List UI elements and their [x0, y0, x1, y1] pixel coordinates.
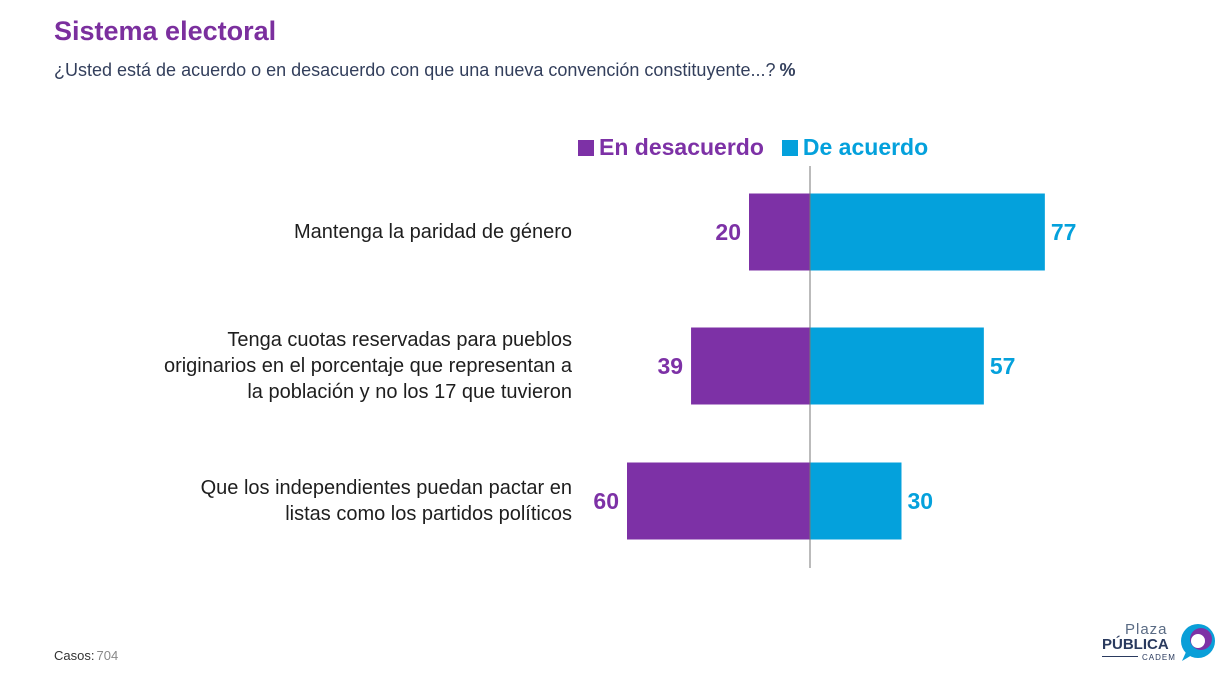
- page-title: Sistema electoral: [54, 16, 277, 46]
- page-subtitle: ¿Usted está de acuerdo o en desacuerdo c…: [54, 60, 796, 81]
- chart-legend: En desacuerdo De acuerdo: [578, 134, 946, 161]
- value-label-agree-0: 77: [1051, 219, 1077, 245]
- category-label-line: originarios en el porcentaje que represe…: [163, 355, 572, 377]
- subtitle-text: ¿Usted está de acuerdo o en desacuerdo c…: [54, 60, 776, 80]
- logo-underline: [1102, 656, 1138, 657]
- category-label-2: Que los independientes puedan pactar en l…: [52, 475, 572, 527]
- logo-text-publica: PÚBLICA: [1102, 636, 1169, 653]
- category-label-1: Tenga cuotas reservadas para pueblos orig…: [52, 327, 572, 405]
- logo-text-plaza: Plaza: [1125, 621, 1168, 638]
- value-label-disagree-2: 60: [593, 488, 619, 514]
- footer-cases: Casos: 704: [54, 648, 119, 663]
- legend-item-agree: De acuerdo: [781, 134, 929, 161]
- bar-agree-2: [810, 462, 902, 540]
- bar-agree-1: [810, 327, 984, 405]
- legend-label-agree: De acuerdo: [802, 134, 929, 160]
- category-label-line: listas como los partidos políticos: [285, 503, 572, 525]
- unit-label: %: [779, 60, 796, 80]
- value-label-disagree-1: 39: [657, 353, 683, 379]
- speech-bubble-icon: [1181, 624, 1215, 661]
- category-label-line: Mantenga la paridad de género: [294, 221, 572, 243]
- legend-label-disagree: En desacuerdo: [599, 134, 764, 160]
- bar-disagree-2: [627, 462, 810, 540]
- legend-swatch-agree: [781, 139, 798, 156]
- legend-item-disagree: En desacuerdo: [578, 134, 764, 161]
- value-label-agree-2: 30: [908, 488, 934, 514]
- bar-disagree-1: [691, 327, 810, 405]
- logo-text-cadem: CADEM: [1142, 653, 1176, 662]
- category-label-line: Que los independientes puedan pactar en: [200, 477, 572, 499]
- category-label-line: la población y no los 17 que tuvieron: [247, 381, 572, 403]
- value-label-disagree-0: 20: [715, 219, 741, 245]
- bar-disagree-0: [749, 193, 810, 271]
- cases-label: Casos: [54, 648, 91, 663]
- category-label-0: Mantenga la paridad de género: [52, 219, 572, 245]
- plaza-publica-logo: Plaza PÚBLICA CADEM: [1098, 621, 1220, 665]
- value-label-agree-1: 57: [990, 353, 1016, 379]
- bar-agree-0: [810, 193, 1045, 271]
- cases-value: 704: [96, 648, 119, 663]
- legend-swatch-disagree: [578, 139, 594, 156]
- category-label-line: Tenga cuotas reservadas para pueblos: [227, 329, 572, 351]
